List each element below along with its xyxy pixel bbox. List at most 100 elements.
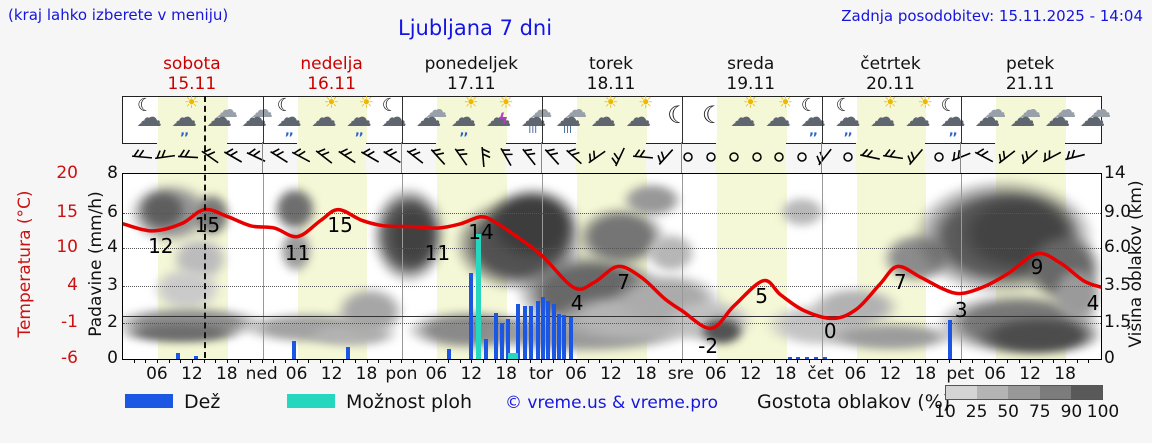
rain-bar <box>787 357 792 359</box>
current-time-marker <box>203 96 206 358</box>
time-tick-mark <box>692 359 694 363</box>
cloud-icon: ☁ <box>136 103 162 133</box>
rain-drops-icon: ||| <box>563 124 572 133</box>
time-tick-mark <box>843 359 845 363</box>
sun-cloud-weather-icon: ☀ ☁ <box>589 95 623 142</box>
horizontal-gridline <box>123 213 1101 214</box>
moon-icon: ☾ <box>381 95 398 116</box>
cloud-icon: ☁ <box>869 103 896 133</box>
time-tick-mark <box>261 359 263 363</box>
day-header: četrtek 20.11 <box>821 54 961 94</box>
wind-barb-icon <box>130 145 154 169</box>
time-tick-label: 06 <box>146 364 168 384</box>
day-date: 17.11 <box>446 74 496 95</box>
moon-icon: ☾ <box>137 95 154 116</box>
temperature-value-label: 7 <box>893 269 907 294</box>
temperature-value-label: 4 <box>1086 290 1100 315</box>
time-tick-mark <box>156 359 158 363</box>
rain-bar <box>562 315 567 359</box>
precipitation-tick-label: 4 <box>107 237 118 257</box>
time-tick-mark <box>645 359 647 363</box>
temperature-tick-label: -6 <box>61 348 78 368</box>
cloud-icon: ☁ <box>764 103 791 133</box>
time-tick-mark <box>285 359 286 363</box>
temperature-value-label: 3 <box>954 298 968 322</box>
time-tick-mark <box>180 359 182 363</box>
cloud-density-legend-label: Gostota oblakov (%) <box>757 391 951 413</box>
time-tick-mark <box>378 359 380 363</box>
rain-bar <box>529 305 534 359</box>
day-date: 19.11 <box>726 74 776 95</box>
time-tick-mark <box>797 359 799 363</box>
time-tick-label: 18 <box>495 364 518 384</box>
cloud-icon: ☁ <box>345 103 372 133</box>
sun-icon: ☀ <box>917 93 933 113</box>
drizzle-icon: ‚‚ <box>843 124 853 139</box>
day-separator <box>262 97 264 143</box>
page-title: Ljubljana 7 dni <box>398 16 553 40</box>
moon-cloud-drizzle-weather-icon: ☾ ☁ ‚‚ <box>799 95 833 142</box>
cloud-height-tick-label: 6.0 <box>1104 237 1132 257</box>
cloud-density-blob <box>335 286 405 338</box>
rain-bar <box>505 318 510 359</box>
wind-barb-icon <box>221 145 245 169</box>
cloud-icon: ☁ <box>415 103 442 133</box>
time-tick-mark <box>331 359 333 363</box>
time-tick-mark <box>1053 359 1055 363</box>
wind-barb-icon <box>881 145 905 169</box>
daylight-band <box>716 97 787 143</box>
time-tick-mark <box>424 359 426 363</box>
sun-rain-weather-icon: ☀ ☁ ‚‚ <box>345 95 379 142</box>
calm-wind-icon <box>790 145 814 169</box>
sun-cloud-weather-icon: ☀ ☁ <box>310 95 344 142</box>
precipitation-tick-label: 8 <box>107 163 118 183</box>
calm-wind-icon <box>676 145 700 169</box>
wind-barb-icon <box>380 145 404 169</box>
wind-barb-icon <box>312 145 336 169</box>
day-separator <box>402 97 404 143</box>
time-tick-mark <box>401 359 403 363</box>
day-separator <box>262 174 264 359</box>
calm-wind-icon <box>767 145 791 169</box>
time-tick-mark <box>925 359 927 363</box>
moon-cloud-drizzle-weather-icon: ☾ ☁ ‚‚ <box>834 97 868 142</box>
moon-icon: ☾ <box>800 95 817 116</box>
time-tick-mark <box>215 359 217 363</box>
cloud-density-blob <box>123 322 243 344</box>
sun-cloud-weather-icon: ☀ ☁ <box>764 93 798 142</box>
wind-barb-icon <box>289 145 313 169</box>
wind-barb-icon <box>153 145 177 169</box>
day-date: 21.11 <box>1005 74 1055 95</box>
time-tick-mark <box>494 359 496 363</box>
time-tick-mark <box>448 359 449 363</box>
freezing-line <box>123 316 1101 318</box>
time-tick-mark <box>482 359 484 363</box>
time-tick-mark <box>808 359 810 363</box>
time-tick-label: 06 <box>984 364 1007 384</box>
time-tick-label: 12 <box>739 364 762 384</box>
sun-cloud-weather-icon: ☀ ☁ <box>624 95 658 142</box>
moon-weather-icon: ☾ <box>694 98 728 142</box>
time-tick-mark <box>296 359 298 363</box>
sun-rain-weather-icon: ☀ ☁ ‚‚ <box>449 93 483 142</box>
showers-legend-label: Možnost ploh <box>346 391 473 413</box>
temperature-value-label: 12 <box>148 233 174 258</box>
day-name: torek <box>589 54 634 74</box>
cloud-icon: ☁ <box>1079 103 1106 133</box>
rain-drops-icon: ||| <box>528 124 538 133</box>
time-tick-mark <box>913 359 915 363</box>
wind-barb-icon <box>608 145 632 169</box>
sun-icon: ☀ <box>463 93 479 113</box>
rain-bar <box>551 303 556 359</box>
time-tick-mark <box>238 359 240 363</box>
day-separator <box>961 174 963 359</box>
sun-icon: ☀ <box>777 93 794 113</box>
drizzle-icon: ‚‚ <box>284 124 294 139</box>
time-tick-mark <box>739 359 741 363</box>
rain-bar <box>500 323 504 359</box>
rain-bar <box>447 348 451 359</box>
density-scale-segment <box>977 386 1009 399</box>
temperature-axis-label: Temperatura (°C) <box>15 190 35 338</box>
day-separator <box>820 142 822 173</box>
day-date: 18.11 <box>586 74 636 95</box>
